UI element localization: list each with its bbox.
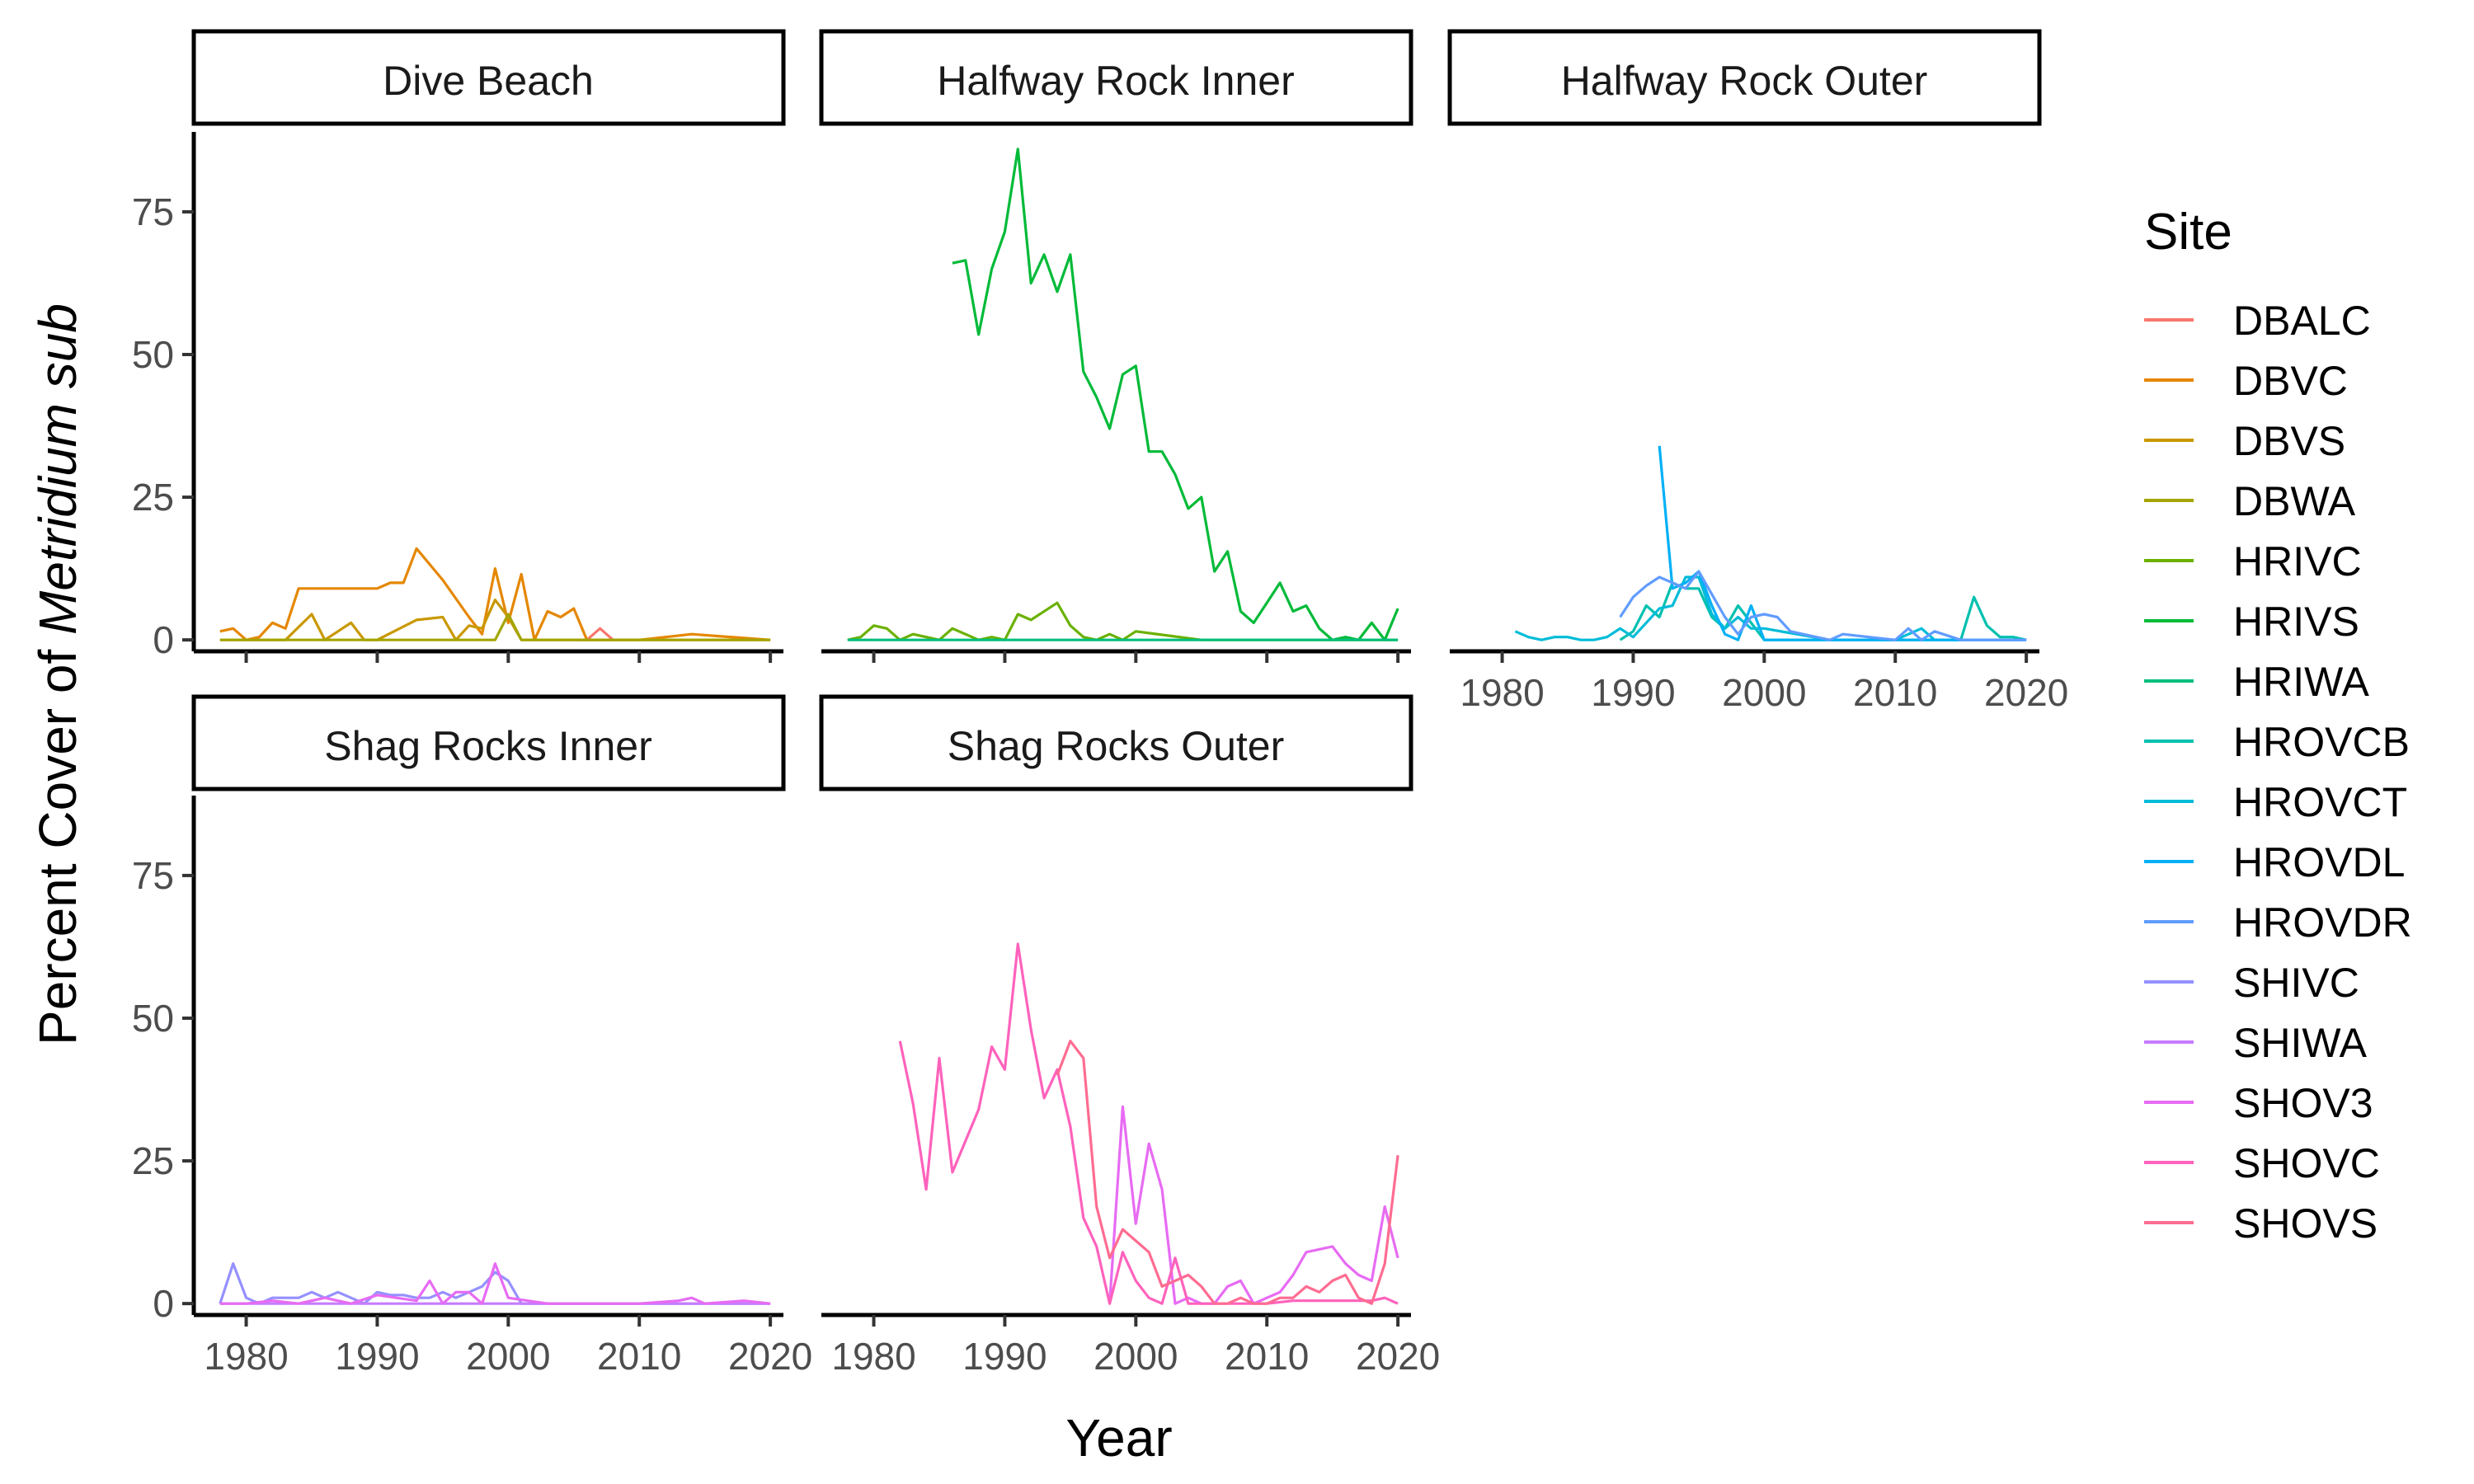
legend-label-shiwa: SHIWA (2233, 1020, 2368, 1066)
plot-area (821, 148, 1411, 663)
panel-title: Shag Rocks Inner (324, 723, 651, 769)
panel-title: Halfway Rock Outer (1561, 58, 1928, 104)
x-tick-label: 2000 (466, 1335, 550, 1378)
panel-halfway-rock-outer: Halfway Rock Outer 1980 1990 2000 2010 2020 (1447, 29, 2068, 714)
legend-label-dbvs: DBVS (2233, 418, 2345, 464)
legend-label-shov3: SHOV3 (2233, 1080, 2373, 1126)
legend-label-hrovdr: HROVDR (2233, 899, 2412, 946)
x-tick-label: 2020 (1356, 1335, 1440, 1378)
series-line-hrovdl (1658, 445, 2027, 641)
series-line-shovc (898, 942, 1399, 1305)
legend-label-hrovcb: HROVCB (2233, 719, 2410, 765)
legend-label-shivc: SHIVC (2233, 960, 2359, 1006)
legend-label-dbwa: DBWA (2233, 478, 2356, 524)
series-line-shov3 (219, 1262, 771, 1305)
panel-title: Halfway Rock Inner (937, 58, 1295, 104)
legend: Site DBALC DBVC DBVS DBWA HRIVC HRIVS HRIWA HRO… (2144, 204, 2412, 1247)
y-tick-label: 0 (153, 1282, 174, 1325)
panel-shag-rocks-outer: Shag Rocks Outer 1980 1990 2000 2010 2020 (819, 694, 1440, 1378)
y-tick-label: 50 (132, 333, 174, 376)
x-axis-title: Year (1065, 1408, 1172, 1468)
y-tick-label: 0 (153, 618, 174, 661)
panel-title: Dive Beach (383, 58, 594, 104)
x-tick-label: 2000 (1094, 1335, 1178, 1378)
legend-label-hrovdl: HROVDL (2233, 839, 2405, 885)
y-tick-label: 75 (132, 190, 174, 233)
plot-area: 1980 1990 2000 2010 2020 (1450, 445, 2068, 714)
series-line-hrovcb (1619, 581, 2027, 641)
x-tick-label: 1990 (962, 1335, 1047, 1378)
legend-title: Site (2144, 204, 2232, 261)
panel-strip (191, 694, 786, 791)
legend-items: DBALC DBVC DBVS DBWA HRIVC HRIVS HRIWA HROVCB HR… (2144, 298, 2412, 1247)
panel-strip (819, 694, 1413, 791)
legend-label-hrivs: HRIVS (2233, 599, 2359, 645)
legend-label-hriwa: HRIWA (2233, 659, 2369, 705)
plot-area: 1980 1990 2000 2010 2020 (821, 942, 1440, 1378)
panel-strip (1447, 29, 2042, 126)
panel-halfway-rock-inner: Halfway Rock Inner (819, 29, 1413, 663)
panel-strip (819, 29, 1413, 126)
legend-label-shovc: SHOVC (2233, 1140, 2380, 1186)
y-axis-title: Percent Cover of Metridium sub (28, 303, 87, 1045)
panel-dive-beach: Dive Beach 0 25 50 75 (132, 29, 786, 663)
y-tick-label: 50 (132, 997, 174, 1040)
y-tick-label: 75 (132, 854, 174, 897)
series-line-shov3 (1108, 1105, 1399, 1305)
plot-area: 0 25 50 75 (132, 132, 783, 663)
legend-label-dbalc: DBALC (2233, 298, 2371, 344)
series-line-shovs (1056, 1040, 1399, 1305)
plot-area: 0 25 50 75 1980 1990 2000 2010 2020 (132, 796, 812, 1378)
x-tick-label: 1990 (1591, 671, 1675, 714)
y-tick-label: 25 (132, 1139, 174, 1182)
series-line-hrovdr (1619, 570, 2027, 641)
x-tick-label: 2020 (1984, 671, 2068, 714)
series-line-shivc (219, 1262, 771, 1305)
series-line-dbwa (219, 613, 771, 641)
series-line-hrovct (1514, 575, 2027, 641)
x-tick-label: 1980 (831, 1335, 915, 1378)
series-line-dbvc (219, 547, 771, 641)
x-tick-label: 1990 (335, 1335, 419, 1378)
panel-strip (191, 29, 786, 126)
legend-label-shovs: SHOVS (2233, 1200, 2378, 1247)
x-tick-label: 2010 (1225, 1335, 1309, 1378)
legend-label-dbvc: DBVC (2233, 358, 2348, 404)
legend-label-hrovct: HROVCT (2233, 779, 2407, 825)
y-tick-label: 25 (132, 476, 174, 519)
panel-title: Shag Rocks Outer (948, 723, 1285, 769)
series-line-hrivs (952, 148, 1399, 641)
panel-shag-rocks-inner: Shag Rocks Inner 0 25 50 75 1980 1990 2000 2010… (132, 694, 812, 1378)
x-tick-label: 1980 (204, 1335, 288, 1378)
x-tick-label: 1980 (1460, 671, 1544, 714)
x-tick-label: 2020 (728, 1335, 812, 1378)
legend-label-hrivc: HRIVC (2233, 538, 2362, 585)
x-tick-label: 2000 (1722, 671, 1806, 714)
x-tick-label: 2010 (1853, 671, 1937, 714)
x-tick-label: 2010 (597, 1335, 681, 1378)
